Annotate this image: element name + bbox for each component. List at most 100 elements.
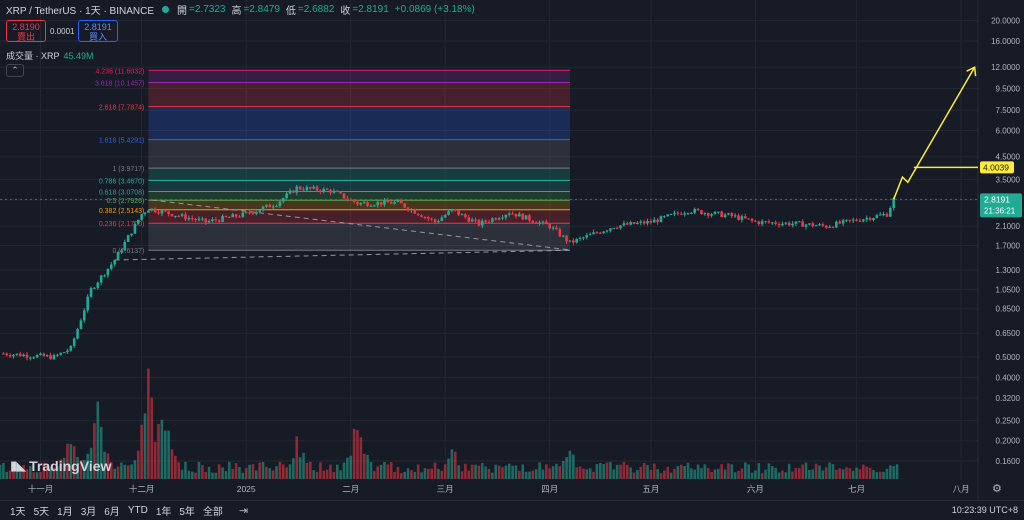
volume-bar [892,466,895,479]
volume-bar [565,457,568,479]
candle-body [679,213,683,215]
candle-body [612,228,616,230]
candle-body [86,296,89,311]
y-tick-label: 20.0000 [991,17,1020,26]
candle-body [278,201,282,206]
volume-bar [518,470,521,479]
tradingview-logo: ▮◣ TradingView [10,458,111,474]
candle-body [781,223,784,226]
tf-1y[interactable]: 1年 [155,507,172,518]
volume-bar [703,464,707,479]
tf-5d[interactable]: 5天 [33,507,50,518]
volume-bar [29,466,32,479]
sell-button[interactable]: 2.8190 賣出 [6,20,46,42]
tf-1d[interactable]: 1天 [10,507,26,518]
volume-bar [268,468,272,479]
clock[interactable]: 10:23:39 UTC+8 [951,505,1018,515]
candle-body [153,208,157,213]
volume-bar [319,462,322,479]
volume-bar [889,465,892,479]
candle-body [669,213,673,215]
volume-bar [872,470,875,479]
volume-bar [609,461,612,479]
fib-level-label: 0.382 (2.5143) [99,208,145,215]
volume-bar [774,467,777,479]
candle-body [841,220,845,224]
candle-body [642,221,646,224]
candle-body [538,222,541,224]
volume-bar [292,458,295,479]
candle-body [457,210,460,215]
low-value: =2.6882 [297,3,335,15]
volume-bar [130,464,133,479]
volume-bar [15,464,19,479]
candle-body [821,224,825,226]
fib-zone [148,200,570,210]
candle-body [548,224,552,229]
volume-bar [42,462,46,479]
volume-bar [150,397,154,479]
gear-icon[interactable]: ⚙ [992,483,1002,495]
volume-value: 45.49M [63,51,94,61]
buy-button[interactable]: 2.8191 買入 [78,20,118,42]
volume-bar [592,471,595,479]
volume-bar [315,471,319,479]
candle-body [5,353,9,356]
candle-body [501,217,504,219]
volume-bar [561,460,565,479]
volume-bar [450,449,454,479]
tf-ytd[interactable]: YTD [127,505,148,516]
close-label: 收 [340,5,351,17]
candle-body [862,219,865,222]
candle-body [72,338,76,346]
candle-body [32,357,36,359]
volume-bar [639,466,643,479]
candle-body [255,211,258,214]
volume-bar [622,461,626,479]
candle-body [514,213,518,217]
volume-bar [217,464,221,479]
tf-6m[interactable]: 6月 [104,507,120,518]
volume-bar [177,462,181,479]
volume-bar [140,424,143,479]
candle-body [116,252,120,261]
candle-body [362,202,366,204]
tf-3m[interactable]: 3月 [80,507,97,518]
volume-bar [686,462,690,479]
volume-bar [875,472,879,479]
candle-body [25,354,29,358]
candle-body [652,219,656,223]
candle-body [329,189,332,193]
volume-bar [845,467,848,479]
candle-body [767,221,771,223]
candle-body [35,354,39,358]
volume-bar [332,471,336,479]
fib-zone [148,139,570,169]
candle-body [777,224,781,226]
candle-body [52,355,56,360]
candle-body [690,212,693,214]
volume-bar [528,471,531,479]
collapse-legend-button[interactable]: ⌃ [6,64,24,77]
volume-bar [652,463,656,479]
volume-bar [723,469,727,479]
symbol-title[interactable]: XRP / TetherUS · 1天 · BINANCE [6,5,155,17]
price-tag-value: 2.8191 [984,194,1010,204]
volume-bar [784,472,788,479]
tf-1m[interactable]: 1月 [57,507,73,518]
candle-body [855,219,858,221]
y-tick-label: 7.5000 [996,106,1021,115]
volume-bar [389,462,393,479]
date-range-icon[interactable]: ⇥ [238,505,249,517]
volume-bar [514,465,518,479]
x-tick-label: 四月 [541,484,558,494]
candle-body [147,210,150,213]
volume-bar [62,457,66,479]
candle-body [872,218,875,221]
tf-5y[interactable]: 5年 [179,507,195,518]
volume-bar [659,473,663,479]
volume-bar [696,464,700,479]
candle-body [76,329,79,339]
tf-all[interactable]: 全部 [202,507,223,518]
